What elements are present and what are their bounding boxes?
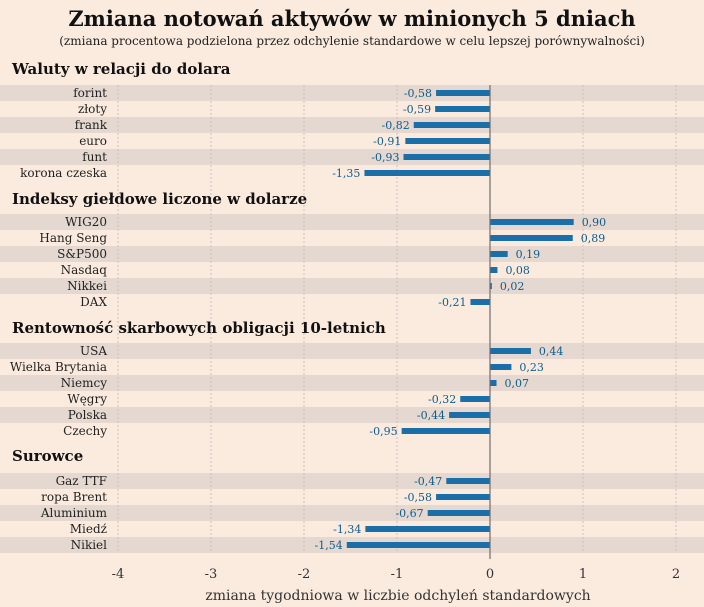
x-tick-label: -2 — [298, 567, 311, 582]
category-label: Gaz TTF — [56, 474, 107, 488]
value-label: -0,44 — [417, 409, 445, 422]
category-label: Aluminium — [40, 506, 108, 520]
row-stripe — [0, 85, 704, 101]
category-label: ropa Brent — [41, 490, 107, 504]
x-tick-label: -3 — [205, 567, 218, 582]
value-label: -0,21 — [438, 296, 466, 309]
value-label: -0,58 — [404, 87, 432, 100]
category-label: funt — [82, 150, 107, 164]
row-stripe — [0, 505, 704, 521]
value-label: 0,19 — [516, 248, 541, 261]
bar — [427, 510, 490, 516]
value-label: -0,95 — [369, 425, 397, 438]
category-label: USA — [80, 344, 107, 358]
category-label: Hang Seng — [39, 231, 107, 245]
bar — [490, 267, 498, 273]
category-label: Wielka Brytania — [10, 360, 107, 374]
value-label: 0,02 — [500, 280, 525, 293]
bar — [490, 348, 531, 354]
category-label: złoty — [78, 102, 107, 116]
x-tick-label: -1 — [391, 567, 404, 582]
row-stripe — [0, 473, 704, 489]
value-label: 0,90 — [582, 216, 607, 229]
category-label: DAX — [80, 295, 107, 309]
bar — [413, 122, 490, 128]
category-label: forint — [73, 86, 107, 100]
category-label: Polska — [68, 408, 107, 422]
group-title: Rentowność skarbowych obligacji 10-letni… — [12, 319, 386, 337]
bar — [346, 542, 490, 548]
labels: Waluty w relacji do dolara forint -0,58 zło… — [10, 60, 680, 582]
grid-lines — [117, 85, 677, 553]
bar — [435, 106, 490, 112]
bar — [401, 428, 490, 434]
bar — [490, 219, 574, 225]
group-title: Surowce — [12, 447, 83, 465]
chart-subtitle: (zmiana procentowa podzielona przez odch… — [59, 34, 645, 48]
bar — [403, 154, 490, 160]
value-label: 0,08 — [505, 264, 530, 277]
value-label: 0,23 — [519, 361, 544, 374]
category-label: S&P500 — [57, 247, 107, 261]
category-label: Nikkei — [67, 279, 107, 293]
row-stripe — [0, 117, 704, 133]
group-title: Indeksy giełdowe liczone w dolarze — [12, 190, 307, 208]
value-label: -0,67 — [395, 507, 423, 520]
category-label: Nasdaq — [61, 263, 108, 277]
value-label: -0,47 — [414, 475, 442, 488]
row-stripe — [0, 375, 704, 391]
row-stripe — [0, 149, 704, 165]
bar — [436, 494, 490, 500]
row-stripe — [0, 407, 704, 423]
value-label: -1,35 — [332, 167, 360, 180]
value-label: -1,34 — [333, 523, 361, 536]
value-label: 0,44 — [539, 345, 564, 358]
group-title: Waluty w relacji do dolara — [11, 60, 231, 78]
category-label: korona czeska — [20, 166, 107, 180]
bar — [449, 412, 490, 418]
value-label: -0,82 — [382, 119, 410, 132]
category-label: Węgry — [67, 392, 107, 406]
bar — [490, 283, 492, 289]
category-label: frank — [75, 118, 108, 132]
bar — [405, 138, 490, 144]
value-label: -0,32 — [428, 393, 456, 406]
value-label: -1,54 — [315, 539, 343, 552]
category-label: Nikiel — [71, 538, 108, 552]
category-label: Miedź — [70, 522, 107, 536]
row-stripes — [0, 85, 704, 553]
category-label: Niemcy — [61, 376, 108, 390]
chart-title: Zmiana notowań aktywów w minionych 5 dni… — [68, 6, 635, 31]
row-stripe — [0, 343, 704, 359]
x-axis-label: zmiana tygodniowa w liczbie odchyleń sta… — [205, 588, 590, 604]
bar — [436, 90, 490, 96]
bar — [365, 526, 490, 532]
bars — [346, 90, 574, 548]
bar — [446, 478, 490, 484]
x-tick-label: -4 — [112, 567, 125, 582]
bar — [490, 364, 512, 370]
category-label: WIG20 — [65, 215, 107, 229]
row-stripe — [0, 278, 704, 294]
bar — [364, 170, 490, 176]
value-label: -0,91 — [373, 135, 401, 148]
value-label: -0,59 — [403, 103, 431, 116]
value-label: -0,93 — [371, 151, 399, 164]
value-label: -0,58 — [404, 491, 432, 504]
category-label: Czechy — [63, 424, 107, 438]
row-stripe — [0, 246, 704, 262]
bar — [490, 380, 497, 386]
x-tick-label: 2 — [672, 567, 680, 582]
row-stripe — [0, 214, 704, 230]
bar — [490, 251, 508, 257]
x-tick-label: 1 — [579, 567, 587, 582]
category-label: euro — [79, 134, 107, 148]
x-tick-label: 0 — [486, 567, 494, 582]
value-label: 0,89 — [581, 232, 606, 245]
bar — [490, 235, 573, 241]
bar — [460, 396, 490, 402]
bar — [470, 299, 490, 305]
value-label: 0,07 — [505, 377, 530, 390]
